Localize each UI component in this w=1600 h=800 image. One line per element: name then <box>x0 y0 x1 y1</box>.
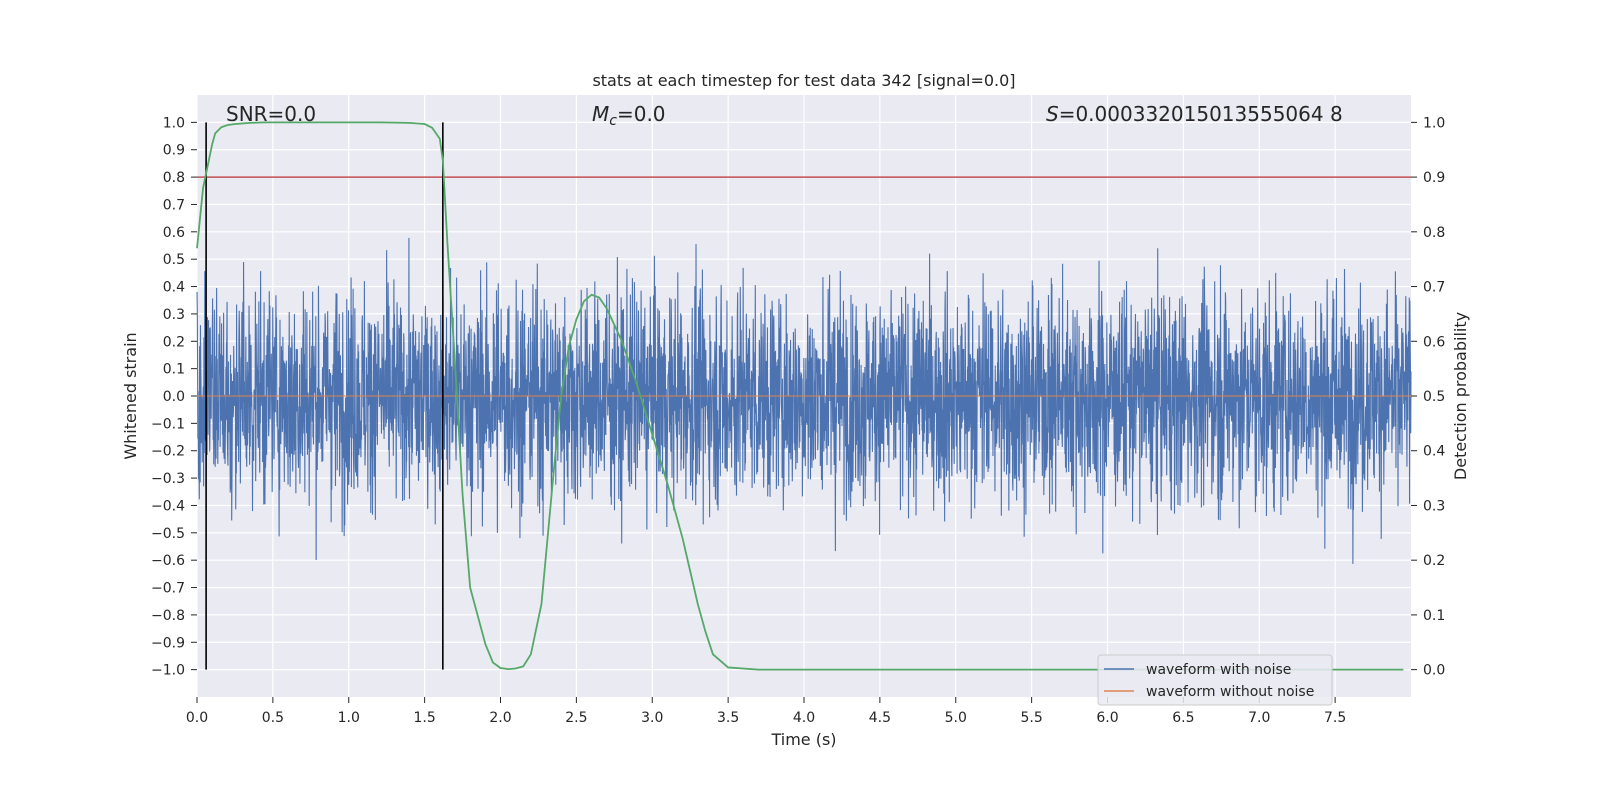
y-tick-label: −0.1 <box>151 416 185 432</box>
y2-tick-label: 0.7 <box>1423 280 1445 296</box>
legend-label-noise: waveform with noise <box>1146 662 1291 678</box>
x-tick-label: 5.5 <box>1020 710 1042 726</box>
y-tick-label: 0.2 <box>163 334 185 350</box>
y-tick-label: −0.6 <box>151 553 185 569</box>
y2-tick-label: 0.3 <box>1423 498 1445 514</box>
y-tick-label: −0.9 <box>151 635 185 651</box>
y-tick-label: −0.4 <box>151 498 185 514</box>
mc-value: =0.0 <box>617 102 666 126</box>
x-tick-label: 4.0 <box>793 710 815 726</box>
y-tick-label: −1.0 <box>151 663 185 679</box>
y2-tick-label: 0.4 <box>1423 444 1445 460</box>
x-tick-label: 0.0 <box>186 710 208 726</box>
s-annotation: S=0.000332015013555064 8 <box>1046 102 1343 126</box>
legend: waveform with noise waveform without noi… <box>1097 654 1333 706</box>
y-tick-label: 0.9 <box>163 143 185 159</box>
chirp-mass-annotation: Mc=0.0 <box>592 102 666 129</box>
x-tick-label: 2.5 <box>565 710 587 726</box>
overlay-series <box>196 121 1411 671</box>
y-tick-label: −0.5 <box>151 526 185 542</box>
series-line-waveform-with-noise <box>196 237 1412 564</box>
y-tick-label: 0.7 <box>163 197 185 213</box>
y2-tick-label: 0.1 <box>1423 608 1445 624</box>
x-tick-label: 1.0 <box>338 710 360 726</box>
y-axis-label: Whitened strain <box>121 332 140 459</box>
y2-tick-label: 0.6 <box>1423 334 1445 350</box>
y-axis-left: 1.0 0.9 0.8 0.7 0.6 0.5 0.4 0.3 0.2 0.1 0.0 −0.1 −0.… <box>151 115 197 679</box>
legend-label-clean: waveform without noise <box>1146 684 1314 700</box>
y-axis-right: 1.0 0.9 0.8 0.7 0.6 0.5 0.4 0.3 0.2 0.1 0.0 <box>1411 115 1445 679</box>
x-tick-label: 3.0 <box>641 710 663 726</box>
x-tick-label: 3.5 <box>717 710 739 726</box>
y-tick-label: 1.0 <box>163 115 185 131</box>
x-tick-label: 5.0 <box>945 710 967 726</box>
x-tick-label: 6.5 <box>1172 710 1194 726</box>
y-tick-label: −0.7 <box>151 581 185 597</box>
mc-subscript: c <box>609 113 617 129</box>
x-tick-label: 2.0 <box>489 710 511 726</box>
y2-tick-label: 1.0 <box>1423 115 1445 131</box>
y-tick-label: 0.4 <box>163 280 185 296</box>
y-tick-label: 0.3 <box>163 307 185 323</box>
x-tick-label: 1.5 <box>413 710 435 726</box>
s-symbol: S <box>1046 102 1059 126</box>
y2-tick-label: 0.5 <box>1423 389 1445 405</box>
x-tick-label: 6.0 <box>1096 710 1118 726</box>
y-tick-label: −0.8 <box>151 608 185 624</box>
y-tick-label: 0.1 <box>163 362 185 378</box>
y-tick-label: 0.6 <box>163 225 185 241</box>
s-value: =0.000332015013555064 8 <box>1059 102 1343 126</box>
x-tick-label: 0.5 <box>262 710 284 726</box>
x-tick-label: 7.0 <box>1248 710 1270 726</box>
chart-title: stats at each timestep for test data 342… <box>592 71 1015 90</box>
y2-axis-label: Detection probability <box>1451 312 1470 480</box>
y2-tick-label: 0.0 <box>1423 663 1445 679</box>
mc-symbol: M <box>592 102 609 126</box>
y-tick-label: 0.8 <box>163 170 185 186</box>
x-axis: 0.0 0.5 1.0 1.5 2.0 2.5 3.0 3.5 4.0 4.5 5.0 5.5 6.0 6… <box>186 697 1346 726</box>
x-tick-label: 7.5 <box>1324 710 1346 726</box>
snr-annotation: SNR=0.0 <box>226 102 316 126</box>
legend-frame <box>1097 654 1333 706</box>
y2-tick-label: 0.9 <box>1423 170 1445 186</box>
y-tick-label: −0.2 <box>151 444 185 460</box>
y2-tick-label: 0.8 <box>1423 225 1445 241</box>
y-tick-label: 0.0 <box>163 389 185 405</box>
x-tick-label: 4.5 <box>869 710 891 726</box>
noise-waveform-series <box>196 237 1412 564</box>
series-line-detection-probability <box>196 121 1404 671</box>
y-tick-label: −0.3 <box>151 471 185 487</box>
y2-tick-label: 0.2 <box>1423 553 1445 569</box>
y-tick-label: 0.5 <box>163 252 185 268</box>
x-axis-label: Time (s) <box>770 730 836 749</box>
